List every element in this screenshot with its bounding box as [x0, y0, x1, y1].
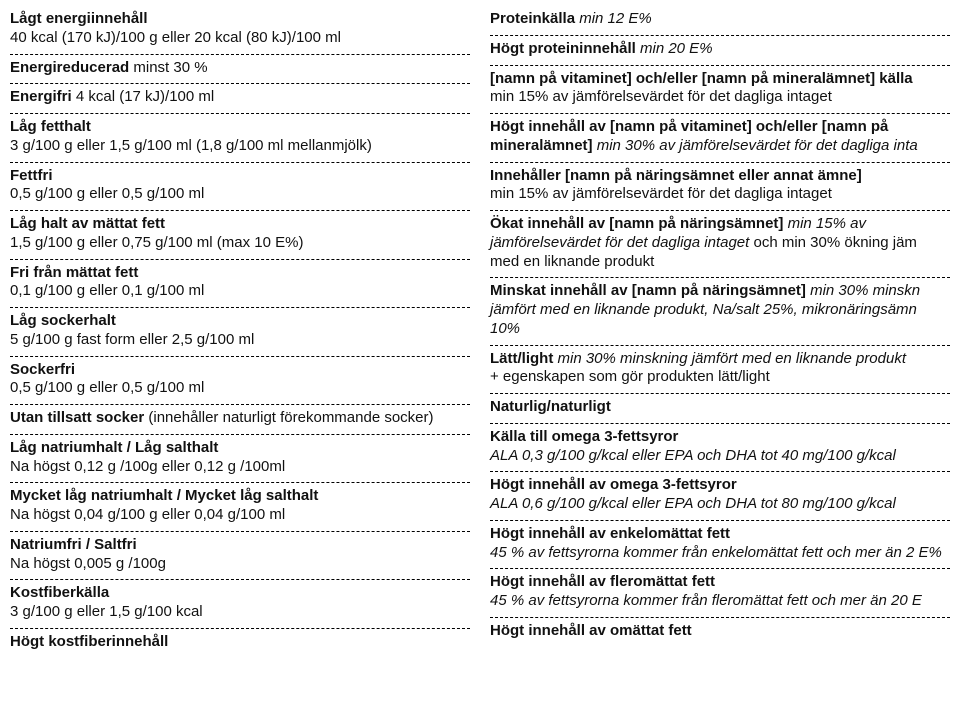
- claim-title: Ökat innehåll av [namn på näringsämnet]: [490, 215, 783, 232]
- claim-entry: Låg sockerhalt 5 g/100 g fast form eller …: [10, 308, 470, 357]
- claim-criteria: (innehåller naturligt förekommande socke…: [144, 409, 433, 426]
- claim-entry: [namn på vitaminet] och/eller [namn på m…: [490, 66, 950, 115]
- claim-criteria: 3 g/100 g eller 1,5 g/100 kcal: [10, 603, 203, 620]
- claim-entry: Låg fetthalt 3 g/100 g eller 1,5 g/100 ml…: [10, 114, 470, 163]
- claim-title: Låg natriumhalt / Låg salthalt: [10, 439, 218, 456]
- claim-title: Kostfiberkälla: [10, 584, 109, 601]
- claim-criteria: min 15% av jämförelsevärdet för det dagl…: [490, 185, 832, 202]
- claim-criteria-italic: min 20 E%: [636, 40, 713, 57]
- claim-title: Högt innehåll av omättat fett: [490, 622, 692, 639]
- claim-entry: Källa till omega 3-fettsyror ALA 0,3 g/10…: [490, 424, 950, 473]
- claim-criteria: min 15% av jämförelsevärdet för det dagl…: [490, 88, 832, 105]
- claim-entry: Låg natriumhalt / Låg salthalt Na högst 0…: [10, 435, 470, 484]
- claim-entry: Högt innehåll av enkelomättat fett 45 % a…: [490, 521, 950, 570]
- claim-title: Låg fetthalt: [10, 118, 91, 135]
- claim-criteria: minst 30 %: [129, 59, 207, 76]
- claim-title: Låg sockerhalt: [10, 312, 116, 329]
- claim-entry: Natriumfri / Saltfri Na högst 0,005 g /10…: [10, 532, 470, 581]
- claim-criteria-italic: min 30% minskning jämfört med en liknand…: [553, 350, 906, 367]
- claim-title: Högt innehåll av fleromättat fett: [490, 573, 715, 590]
- claim-entry: Fettfri0,5 g/100 g eller 0,5 g/100 ml: [10, 163, 470, 212]
- claim-entry: Lågt energiinnehåll 40 kcal (170 kJ)/100 …: [10, 6, 470, 55]
- claim-title: Sockerfri: [10, 361, 75, 378]
- claim-criteria-italic: 45 % av fettsyrorna kommer från enkelomä…: [490, 544, 942, 561]
- claim-entry: Lätt/light min 30% minskning jämfört med…: [490, 346, 950, 395]
- right-column: Proteinkälla min 12 E%Högt proteininnehå…: [480, 0, 960, 719]
- claim-title: Utan tillsatt socker: [10, 409, 144, 426]
- claim-title: Högt proteininnehåll: [490, 40, 636, 57]
- claim-criteria-italic: min 12 E%: [575, 10, 652, 27]
- claim-title: Lågt energiinnehåll: [10, 10, 148, 27]
- claim-title: Lätt/light: [490, 350, 553, 367]
- claim-criteria-italic: 45 % av fettsyrorna kommer från fleromät…: [490, 592, 922, 609]
- claim-entry: Innehåller [namn på näringsämnet eller a…: [490, 163, 950, 212]
- claim-title: Högt kostfiberinnehåll: [10, 633, 168, 650]
- claim-entry: Högt kostfiberinnehåll: [10, 629, 470, 658]
- claim-criteria-italic: min 30% av jämförelsevärdet för det dagl…: [593, 137, 918, 154]
- claim-entry: Proteinkälla min 12 E%: [490, 6, 950, 36]
- claim-criteria: Na högst 0,005 g /100g: [10, 555, 166, 572]
- claim-criteria: 4 kcal (17 kJ)/100 ml: [72, 88, 215, 105]
- claim-title: Fri från mättat fett: [10, 264, 138, 281]
- claim-title: Proteinkälla: [490, 10, 575, 27]
- claim-title: Låg halt av mättat fett: [10, 215, 165, 232]
- claim-title: Högt innehåll av enkelomättat fett: [490, 525, 730, 542]
- claim-title: Energireducerad: [10, 59, 129, 76]
- claim-entry: Energifri 4 kcal (17 kJ)/100 ml: [10, 84, 470, 114]
- claim-criteria: 0,1 g/100 g eller 0,1 g/100 ml: [10, 282, 204, 299]
- claim-entry: Låg halt av mättat fett 1,5 g/100 g eller…: [10, 211, 470, 260]
- claim-title: Fettfri: [10, 167, 53, 184]
- claim-entry: Kostfiberkälla 3 g/100 g eller 1,5 g/100 …: [10, 580, 470, 629]
- claim-criteria: 0,5 g/100 g eller 0,5 g/100 ml: [10, 379, 204, 396]
- claim-entry: Mycket låg natriumhalt / Mycket låg salt…: [10, 483, 470, 532]
- claim-criteria-italic: ALA 0,3 g/100 g/kcal eller EPA och DHA t…: [490, 447, 896, 464]
- claim-entry: Naturlig/naturligt: [490, 394, 950, 424]
- claim-entry: Högt innehåll av fleromättat fett 45 % av…: [490, 569, 950, 618]
- claim-title: Källa till omega 3-fettsyror: [490, 428, 678, 445]
- claim-criteria: 40 kcal (170 kJ)/100 g eller 20 kcal (80…: [10, 29, 341, 46]
- claim-title: Innehåller [namn på näringsämnet eller a…: [490, 167, 862, 184]
- claim-title: Minskat innehåll av [namn på näringsämne…: [490, 282, 806, 299]
- claim-entry: Sockerfri0,5 g/100 g eller 0,5 g/100 ml: [10, 357, 470, 406]
- claim-entry: Högt innehåll av [namn på vitaminet] och…: [490, 114, 950, 163]
- claim-title: Energifri: [10, 88, 72, 105]
- claim-title: Naturlig/naturligt: [490, 398, 611, 415]
- claim-criteria: Na högst 0,04 g/100 g eller 0,04 g/100 m…: [10, 506, 285, 523]
- claim-criteria-italic: ALA 0,6 g/100 g/kcal eller EPA och DHA t…: [490, 495, 896, 512]
- claim-entry: Energireducerad minst 30 %: [10, 55, 470, 85]
- claim-criteria: + egenskapen som gör produkten lätt/ligh…: [490, 368, 770, 385]
- claim-criteria: 3 g/100 g eller 1,5 g/100 ml (1,8 g/100 …: [10, 137, 372, 154]
- claim-title: Natriumfri / Saltfri: [10, 536, 137, 553]
- claim-criteria: 1,5 g/100 g eller 0,75 g/100 ml (max 10 …: [10, 234, 304, 251]
- claim-entry: Högt proteininnehåll min 20 E%: [490, 36, 950, 66]
- left-column: Lågt energiinnehåll 40 kcal (170 kJ)/100 …: [0, 0, 480, 719]
- claim-title: Högt innehåll av omega 3-fettsyror: [490, 476, 737, 493]
- claim-entry: Minskat innehåll av [namn på näringsämne…: [490, 278, 950, 345]
- claim-entry: Utan tillsatt socker (innehåller naturli…: [10, 405, 470, 435]
- claim-entry: Fri från mättat fett0,1 g/100 g eller 0,…: [10, 260, 470, 309]
- claim-criteria: 5 g/100 g fast form eller 2,5 g/100 ml: [10, 331, 254, 348]
- claim-entry: Högt innehåll av omättat fett: [490, 618, 950, 647]
- claim-entry: Ökat innehåll av [namn på näringsämnet] …: [490, 211, 950, 278]
- claim-criteria: Na högst 0,12 g /100g eller 0,12 g /100m…: [10, 458, 285, 475]
- claim-title: Mycket låg natriumhalt / Mycket låg salt…: [10, 487, 318, 504]
- claim-entry: Högt innehåll av omega 3-fettsyror ALA 0,…: [490, 472, 950, 521]
- claim-title: [namn på vitaminet] och/eller [namn på m…: [490, 70, 913, 87]
- claim-criteria: 0,5 g/100 g eller 0,5 g/100 ml: [10, 185, 204, 202]
